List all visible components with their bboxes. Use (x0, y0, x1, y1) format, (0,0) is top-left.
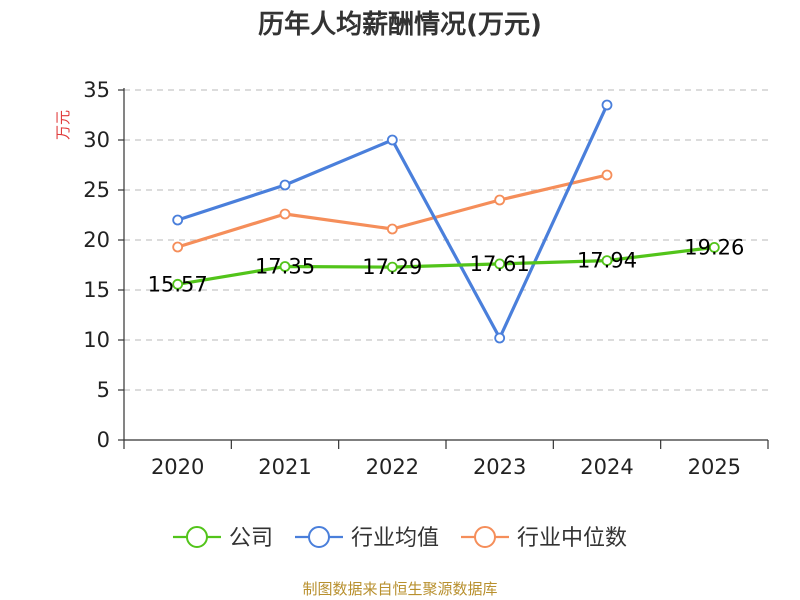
data-point-0[interactable] (172, 278, 184, 290)
legend-item-2[interactable]: 行业中位数 (461, 526, 627, 551)
x-tick-label: 2022 (366, 455, 419, 479)
legend-marker (185, 526, 208, 548)
data-point-0[interactable] (708, 241, 720, 253)
data-point-1[interactable] (172, 214, 184, 226)
legend-marker (307, 526, 330, 548)
y-tick-label: 35 (83, 78, 110, 102)
legend-label: 公司 (229, 526, 273, 551)
y-tick-label: 30 (83, 128, 110, 152)
x-tick-label: 2024 (580, 455, 633, 479)
source-note: 制图数据来自恒生聚源数据库 (302, 580, 497, 598)
data-point-1[interactable] (279, 179, 291, 191)
legend-item-1[interactable]: 行业均值 (294, 526, 439, 551)
y-tick-label: 25 (83, 178, 110, 202)
data-labels: 15.57 17.35 17.29 17.61 17.94 19.26 (148, 235, 745, 296)
data-label: 17.61 (470, 252, 530, 276)
legend-label: 行业中位数 (517, 526, 627, 551)
series-lines (172, 99, 720, 344)
x-tick-label: 2020 (151, 455, 204, 479)
data-point-0[interactable] (494, 258, 506, 270)
x-tick-label: 2023 (473, 455, 526, 479)
data-label: 15.57 (148, 272, 208, 296)
data-point-0[interactable] (386, 261, 398, 273)
data-point-2[interactable] (279, 208, 291, 220)
legend-item-0[interactable]: 公司 (172, 526, 273, 551)
data-point-1[interactable] (601, 99, 613, 111)
y-tick-label: 15 (83, 278, 110, 302)
y-tick-label: 20 (83, 228, 110, 252)
data-point-1[interactable] (386, 134, 398, 146)
data-point-0[interactable] (601, 255, 613, 267)
data-label: 17.35 (255, 255, 315, 279)
data-label: 17.94 (577, 249, 637, 273)
data-point-1[interactable] (494, 332, 506, 344)
y-tick-label: 5 (97, 378, 110, 402)
data-point-2[interactable] (494, 194, 506, 206)
legend-label: 行业均值 (351, 526, 439, 551)
legend-marker (474, 526, 497, 548)
data-point-0[interactable] (279, 261, 291, 272)
y-axis-label: 万元 (54, 110, 72, 140)
chart-title: 历年人均薪酬情况(万元) (258, 9, 542, 40)
data-point-2[interactable] (172, 241, 184, 253)
series-line-0 (177, 245, 715, 286)
data-label: 19.26 (684, 235, 744, 259)
y-tick-label: 0 (97, 428, 110, 452)
x-tick-label: 2021 (258, 455, 311, 479)
data-point-2[interactable] (386, 223, 398, 235)
data-point-2[interactable] (601, 169, 613, 181)
data-label: 17.29 (362, 255, 422, 279)
y-tick-label: 10 (83, 328, 110, 352)
series-line-2 (177, 173, 608, 249)
x-tick-label: 2025 (688, 455, 741, 479)
legend[interactable]: 公司 行业均值 行业中位数 (172, 526, 627, 551)
